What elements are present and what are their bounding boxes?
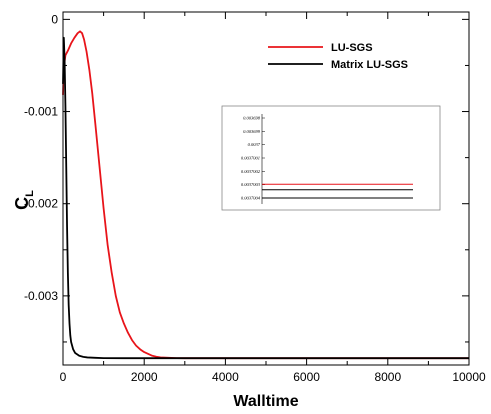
inset-tick-layer: 0.003698 0.003699 0.0037 0.0037001 0.0037002… [241, 116, 265, 201]
inset-tick-label: 0.003699 [243, 129, 261, 134]
y-axis-title-main: C [12, 197, 32, 210]
legend: LU-SGS Matrix LU-SGS [268, 42, 408, 71]
inset-line-layer [262, 183, 413, 199]
x-axis-title: Walltime [233, 393, 298, 410]
x-tick-label: 2000 [131, 370, 158, 384]
y-tick-label: -0.002 [24, 197, 58, 211]
x-tick-layer: 0 2000 4000 6000 8000 10000 [60, 12, 486, 384]
y-tick-label: -0.001 [24, 105, 58, 119]
y-axis-title-subscript: L [24, 190, 36, 197]
inset-tick-label: 0.0037004 [241, 196, 261, 201]
x-tick-label: 10000 [452, 370, 486, 384]
x-tick-label: 0 [60, 370, 67, 384]
inset-tick-label: 0.003698 [243, 116, 261, 121]
inset-tick-label: 0.0037002 [241, 169, 261, 174]
x-tick-label: 6000 [293, 370, 320, 384]
inset-plot: 0.003698 0.003699 0.0037 0.0037001 0.0037002… [221, 105, 441, 211]
svg-text:CL: CL [12, 190, 36, 210]
inset-tick-label: 0.0037 [248, 142, 261, 147]
x-tick-label: 4000 [212, 370, 239, 384]
x-tick-label: 8000 [374, 370, 401, 384]
inset-frame [221, 105, 441, 211]
y-tick-label: -0.003 [24, 289, 58, 303]
inset-tick-label: 0.0037003 [241, 182, 261, 187]
legend-label-matrix-lu-sgs: Matrix LU-SGS [331, 59, 408, 71]
series-layer [62, 30, 469, 360]
y-tick-layer: 0 -0.001 -0.002 -0.003 [24, 12, 469, 343]
inset-tick-label: 0.0037001 [241, 156, 260, 161]
series-line-matrix-lu-sgs [62, 36, 469, 360]
y-tick-label: 0 [51, 12, 58, 26]
legend-label-lu-sgs: LU-SGS [331, 42, 373, 54]
y-axis-title: CL [12, 190, 36, 210]
